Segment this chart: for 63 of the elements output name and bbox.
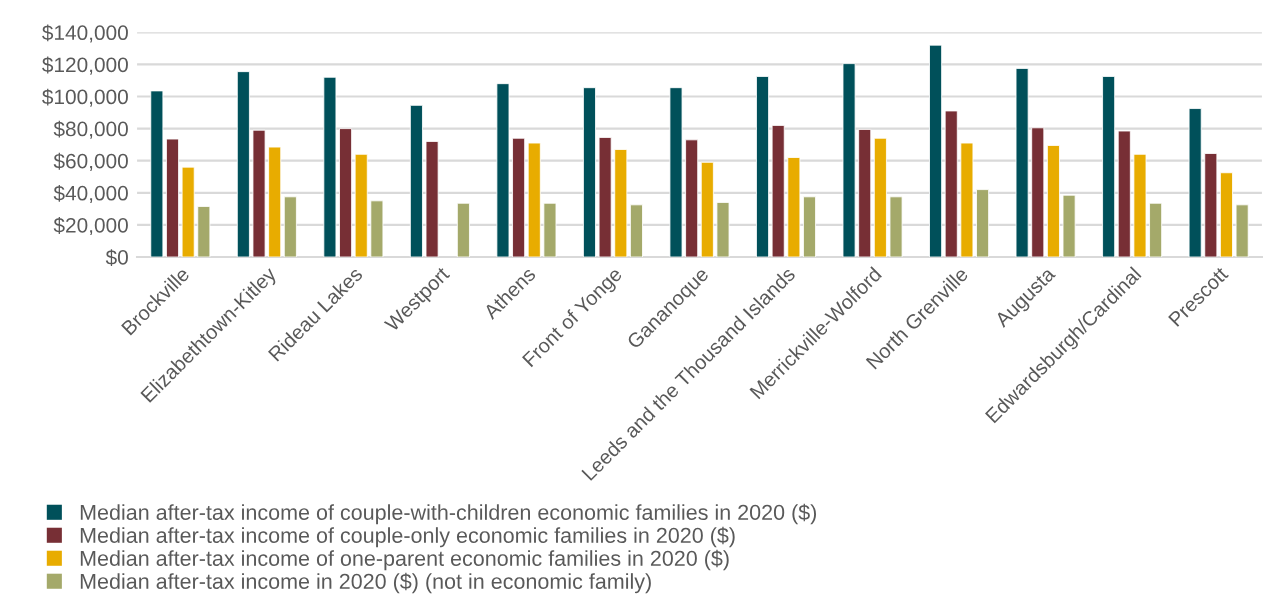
bar — [409, 104, 423, 257]
legend-label: Median after-tax income of couple-with-children economic families in 2020 ($) — [80, 503, 817, 525]
bar — [1102, 76, 1116, 257]
bar — [1015, 68, 1029, 257]
bar — [629, 204, 643, 257]
bar — [858, 128, 872, 257]
bar — [1062, 194, 1076, 257]
bar — [1149, 202, 1163, 257]
bar — [944, 110, 958, 257]
bar — [582, 87, 596, 257]
y-tick-label: $80,000 — [53, 120, 128, 139]
bar — [598, 137, 612, 257]
bar — [252, 129, 266, 257]
bar — [543, 202, 557, 257]
bar — [166, 138, 179, 257]
bar — [614, 149, 628, 257]
bar — [181, 166, 195, 257]
y-tick-label: $40,000 — [53, 184, 128, 204]
y-tick-label: $20,000 — [53, 217, 128, 236]
bar — [197, 206, 211, 257]
bar — [496, 83, 510, 257]
bar — [669, 87, 683, 257]
bar — [1117, 130, 1131, 257]
y-tick-label: $60,000 — [53, 152, 128, 171]
bar — [370, 200, 384, 257]
bar — [1031, 127, 1045, 257]
bar — [1188, 108, 1202, 257]
bar — [685, 139, 699, 257]
bar — [1046, 145, 1060, 257]
legend-label: Median after-tax income of one-parent economic families in 2020 ($) — [80, 549, 729, 571]
bar — [1219, 172, 1233, 257]
bar — [512, 137, 526, 257]
bar — [1133, 153, 1147, 257]
bar — [716, 202, 730, 257]
legend-label: Median after-tax income in 2020 ($) (not in economic family) — [80, 572, 651, 594]
bar — [1235, 204, 1249, 257]
y-tick-label: $100,000 — [42, 88, 128, 107]
bar — [700, 161, 714, 257]
bar — [803, 196, 816, 257]
bar — [842, 63, 856, 257]
bar — [771, 124, 785, 257]
bar — [756, 76, 769, 257]
y-tick-label: $140,000 — [42, 24, 128, 43]
bar — [268, 146, 282, 257]
bar — [150, 90, 164, 257]
bar — [425, 141, 439, 257]
bar — [889, 196, 903, 257]
bar — [976, 189, 990, 257]
bar — [929, 44, 943, 257]
legend-label: Median after-tax income of couple-only economic families in 2020 ($) — [80, 526, 735, 548]
y-tick-label: $0 — [105, 249, 128, 266]
bar — [873, 137, 887, 257]
bar — [456, 202, 470, 257]
bar — [283, 196, 297, 257]
bar — [960, 142, 974, 257]
bar — [1204, 153, 1218, 257]
bar — [236, 71, 250, 257]
bar — [354, 153, 368, 257]
bar — [527, 142, 541, 257]
bar — [339, 128, 353, 257]
y-tick-label: $120,000 — [42, 56, 128, 75]
bar — [787, 157, 801, 257]
bar — [323, 76, 337, 257]
